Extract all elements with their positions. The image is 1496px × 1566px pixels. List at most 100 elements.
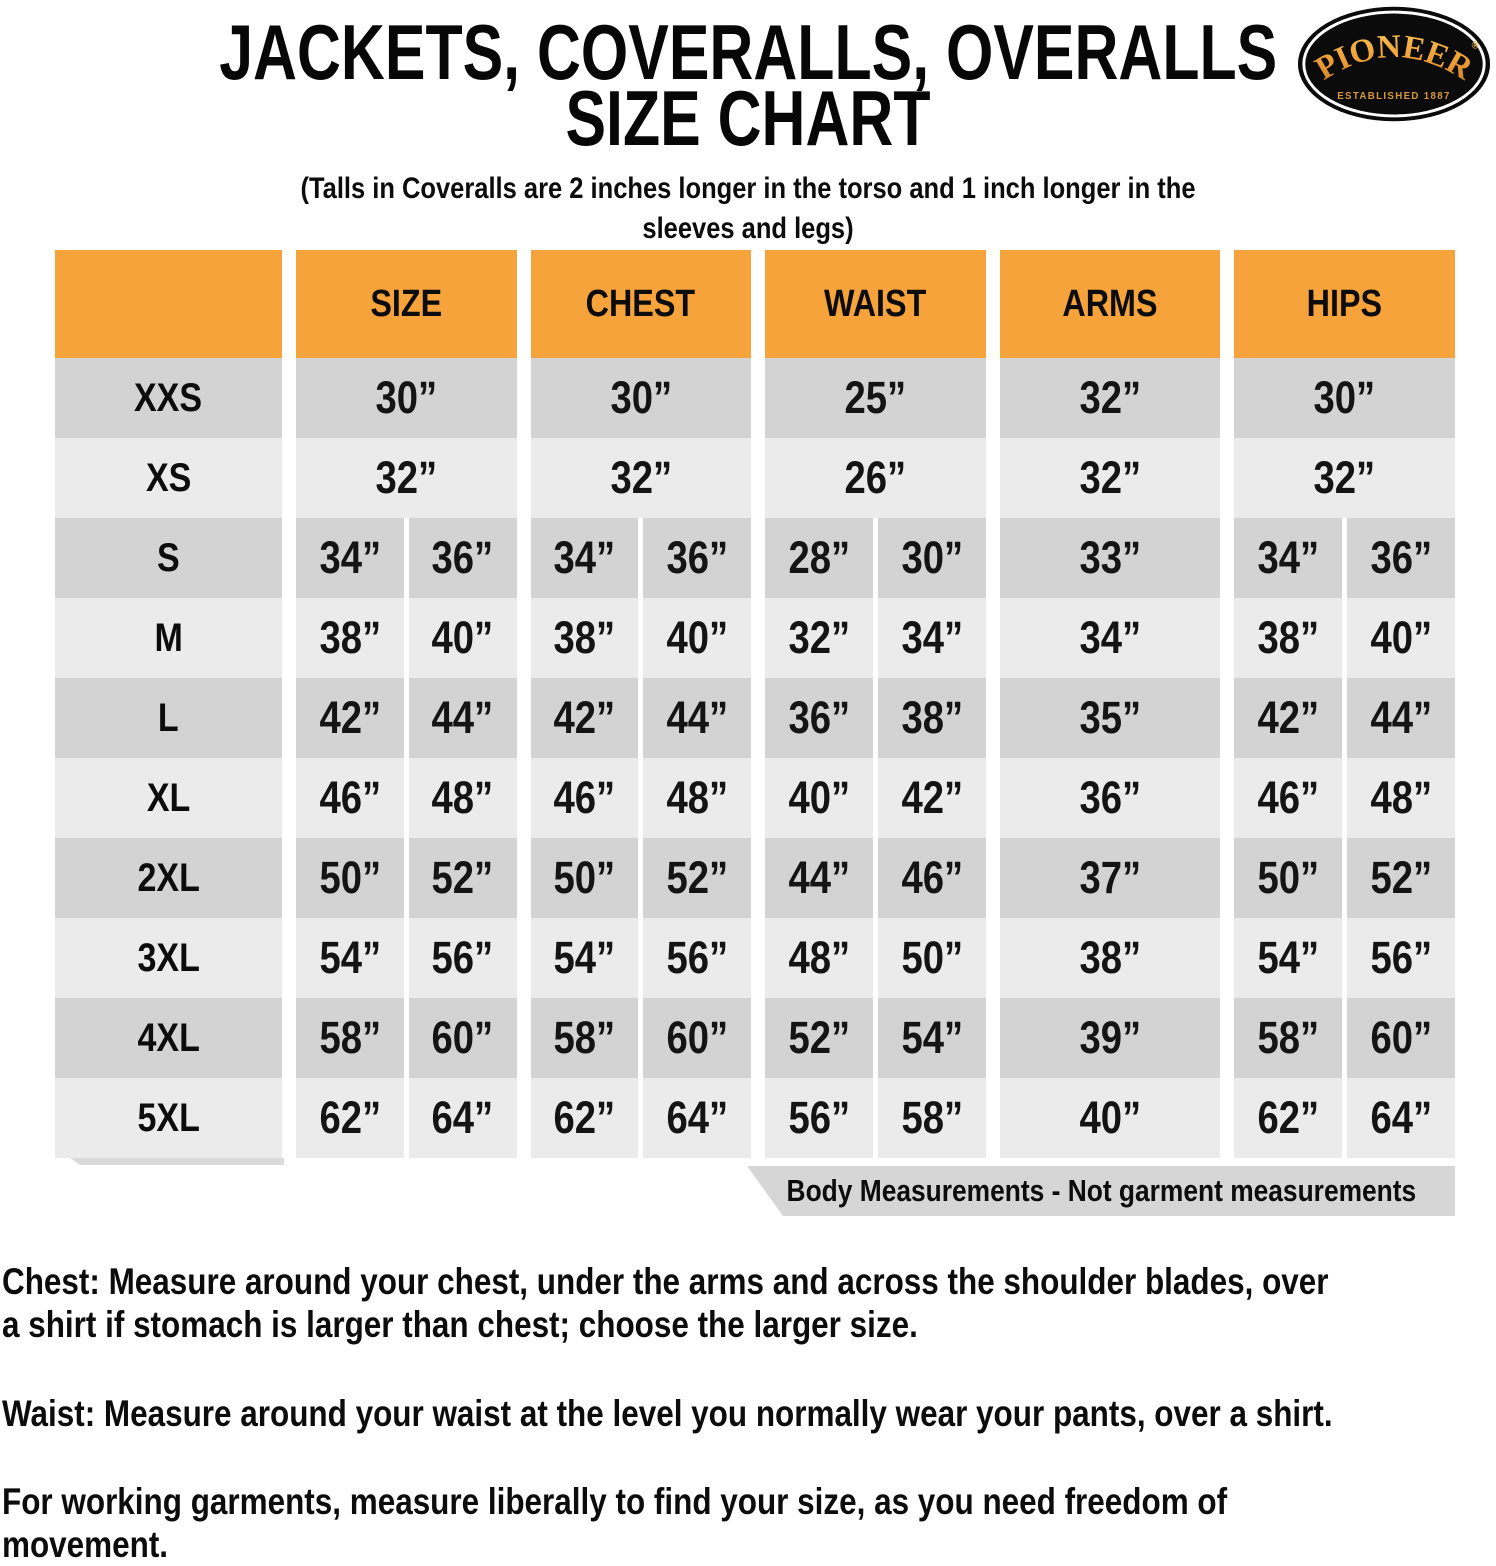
value-text: 32” bbox=[375, 452, 438, 503]
value-cell: 38” bbox=[999, 918, 1221, 998]
value-text: 25” bbox=[844, 372, 907, 423]
table-left-edge-tab bbox=[70, 1158, 284, 1165]
value-cell: 32” bbox=[999, 358, 1221, 438]
cell-m-size: 38” 40” bbox=[296, 598, 517, 678]
value-text: 60” bbox=[666, 1012, 729, 1063]
cell-2xl-size: 50” 52” bbox=[296, 838, 517, 918]
cell-5xl-hips: 62” 64” bbox=[1234, 1078, 1455, 1158]
table-row-2xl: 2XL 50” 52” 50” 52” 44” 46” 37” 50” 52” bbox=[55, 838, 1455, 918]
value-text: 54” bbox=[901, 1012, 963, 1063]
table-header-row: SIZE CHEST WAIST ARMS HIPS bbox=[55, 250, 1455, 358]
value-cell: 34” bbox=[877, 598, 986, 678]
value-text: 60” bbox=[1370, 1012, 1432, 1063]
value-text: 26” bbox=[844, 452, 907, 503]
row-label-text: 3XL bbox=[137, 935, 200, 980]
value-cell: 35” bbox=[999, 678, 1221, 758]
value-cell: 42” bbox=[1234, 678, 1343, 758]
row-label-text: 5XL bbox=[137, 1095, 200, 1140]
row-label-xs: XS bbox=[55, 438, 282, 518]
value-text: 32” bbox=[1313, 452, 1376, 503]
value-text: 46” bbox=[901, 852, 963, 903]
value-text: 48” bbox=[1370, 772, 1432, 823]
cell-m-chest: 38” 40” bbox=[530, 598, 752, 678]
cell-m-hips: 38” 40” bbox=[1234, 598, 1455, 678]
value-cell: 56” bbox=[643, 918, 752, 998]
value-text: 42” bbox=[1257, 692, 1320, 743]
value-cell: 36” bbox=[765, 678, 873, 758]
value-text: 34” bbox=[1079, 612, 1141, 663]
cell-5xl-size: 62” 64” bbox=[296, 1078, 517, 1158]
value-cell: 52” bbox=[643, 838, 752, 918]
subtitle: (Talls in Coveralls are 2 inches longer … bbox=[300, 172, 1196, 245]
value-cell: 34” bbox=[1234, 518, 1343, 598]
value-cell: 54” bbox=[530, 918, 639, 998]
value-cell: 52” bbox=[1347, 838, 1455, 918]
row-label-l: L bbox=[55, 678, 282, 758]
value-text: 28” bbox=[788, 532, 850, 583]
value-text: 46” bbox=[319, 772, 381, 823]
value-cell: 56” bbox=[1347, 918, 1455, 998]
value-text: 64” bbox=[666, 1092, 729, 1143]
value-text: 56” bbox=[666, 932, 729, 983]
value-cell: 32” bbox=[530, 438, 752, 518]
value-text: 38” bbox=[901, 692, 963, 743]
cell-5xl-chest: 62” 64” bbox=[530, 1078, 752, 1158]
value-cell: 44” bbox=[765, 838, 873, 918]
value-cell: 36” bbox=[408, 518, 517, 598]
table-row-xl: XL 46” 48” 46” 48” 40” 42” 36” 46” 48” bbox=[55, 758, 1455, 838]
value-cell: 46” bbox=[530, 758, 639, 838]
column-header-hips: HIPS bbox=[1234, 250, 1455, 358]
value-cell: 44” bbox=[408, 678, 517, 758]
value-cell: 56” bbox=[408, 918, 517, 998]
cell-xl-size: 46” 48” bbox=[296, 758, 517, 838]
table-row-xxs: XXS 30” 30” 25” 32” 30” bbox=[55, 358, 1455, 438]
cell-s-waist: 28” 30” bbox=[765, 518, 986, 598]
cell-4xl-hips: 58” 60” bbox=[1234, 998, 1455, 1078]
masthead: JACKETS, COVERALLS, OVERALLS SIZE CHART … bbox=[0, 0, 1496, 250]
value-cell: 62” bbox=[296, 1078, 404, 1158]
value-text: 34” bbox=[1257, 532, 1320, 583]
cell-3xl-arms: 38” bbox=[999, 918, 1221, 998]
value-text: 56” bbox=[1370, 932, 1432, 983]
measurement-notes: Chest: Measure around your chest, under … bbox=[2, 1260, 1496, 1566]
value-text: 30” bbox=[375, 372, 438, 423]
value-cell: 48” bbox=[643, 758, 752, 838]
value-cell: 40” bbox=[765, 758, 873, 838]
value-cell: 26” bbox=[765, 438, 986, 518]
value-text: 52” bbox=[1370, 852, 1432, 903]
cell-xs-size: 32” bbox=[296, 438, 517, 518]
logo-registered-mark: ® bbox=[1472, 40, 1479, 51]
value-text: 30” bbox=[901, 532, 963, 583]
value-text: 50” bbox=[553, 852, 616, 903]
row-label-text: 2XL bbox=[137, 855, 200, 900]
cell-3xl-hips: 54” 56” bbox=[1234, 918, 1455, 998]
value-text: 40” bbox=[431, 612, 494, 663]
logo-ring bbox=[1302, 10, 1486, 118]
value-text: 50” bbox=[901, 932, 963, 983]
value-text: 58” bbox=[901, 1092, 963, 1143]
value-text: 36” bbox=[788, 692, 850, 743]
table-row-m: M 38” 40” 38” 40” 32” 34” 34” 38” 40” bbox=[55, 598, 1455, 678]
value-text: 32” bbox=[610, 452, 672, 503]
value-text: 54” bbox=[553, 932, 616, 983]
value-cell: 46” bbox=[1234, 758, 1343, 838]
value-text: 50” bbox=[319, 852, 381, 903]
value-cell: 54” bbox=[1234, 918, 1343, 998]
footnote-banner: Body Measurements - Not garment measurem… bbox=[747, 1166, 1455, 1216]
value-cell: 58” bbox=[1234, 998, 1343, 1078]
value-text: 42” bbox=[319, 692, 381, 743]
note-chest: Chest: Measure around your chest, under … bbox=[2, 1261, 1329, 1346]
cell-xl-waist: 40” 42” bbox=[765, 758, 986, 838]
value-cell: 54” bbox=[877, 998, 986, 1078]
value-cell: 32” bbox=[999, 438, 1221, 518]
value-cell: 46” bbox=[296, 758, 404, 838]
value-cell: 34” bbox=[999, 598, 1221, 678]
column-header-waist: WAIST bbox=[765, 250, 986, 358]
value-text: 48” bbox=[431, 772, 494, 823]
table-row-xs: XS 32” 32” 26” 32” 32” bbox=[55, 438, 1455, 518]
cell-2xl-arms: 37” bbox=[999, 838, 1221, 918]
value-text: 36” bbox=[1079, 772, 1141, 823]
row-label-text: M bbox=[154, 615, 183, 660]
value-text: 38” bbox=[1079, 932, 1141, 983]
table-row-3xl: 3XL 54” 56” 54” 56” 48” 50” 38” 54” 56” bbox=[55, 918, 1455, 998]
